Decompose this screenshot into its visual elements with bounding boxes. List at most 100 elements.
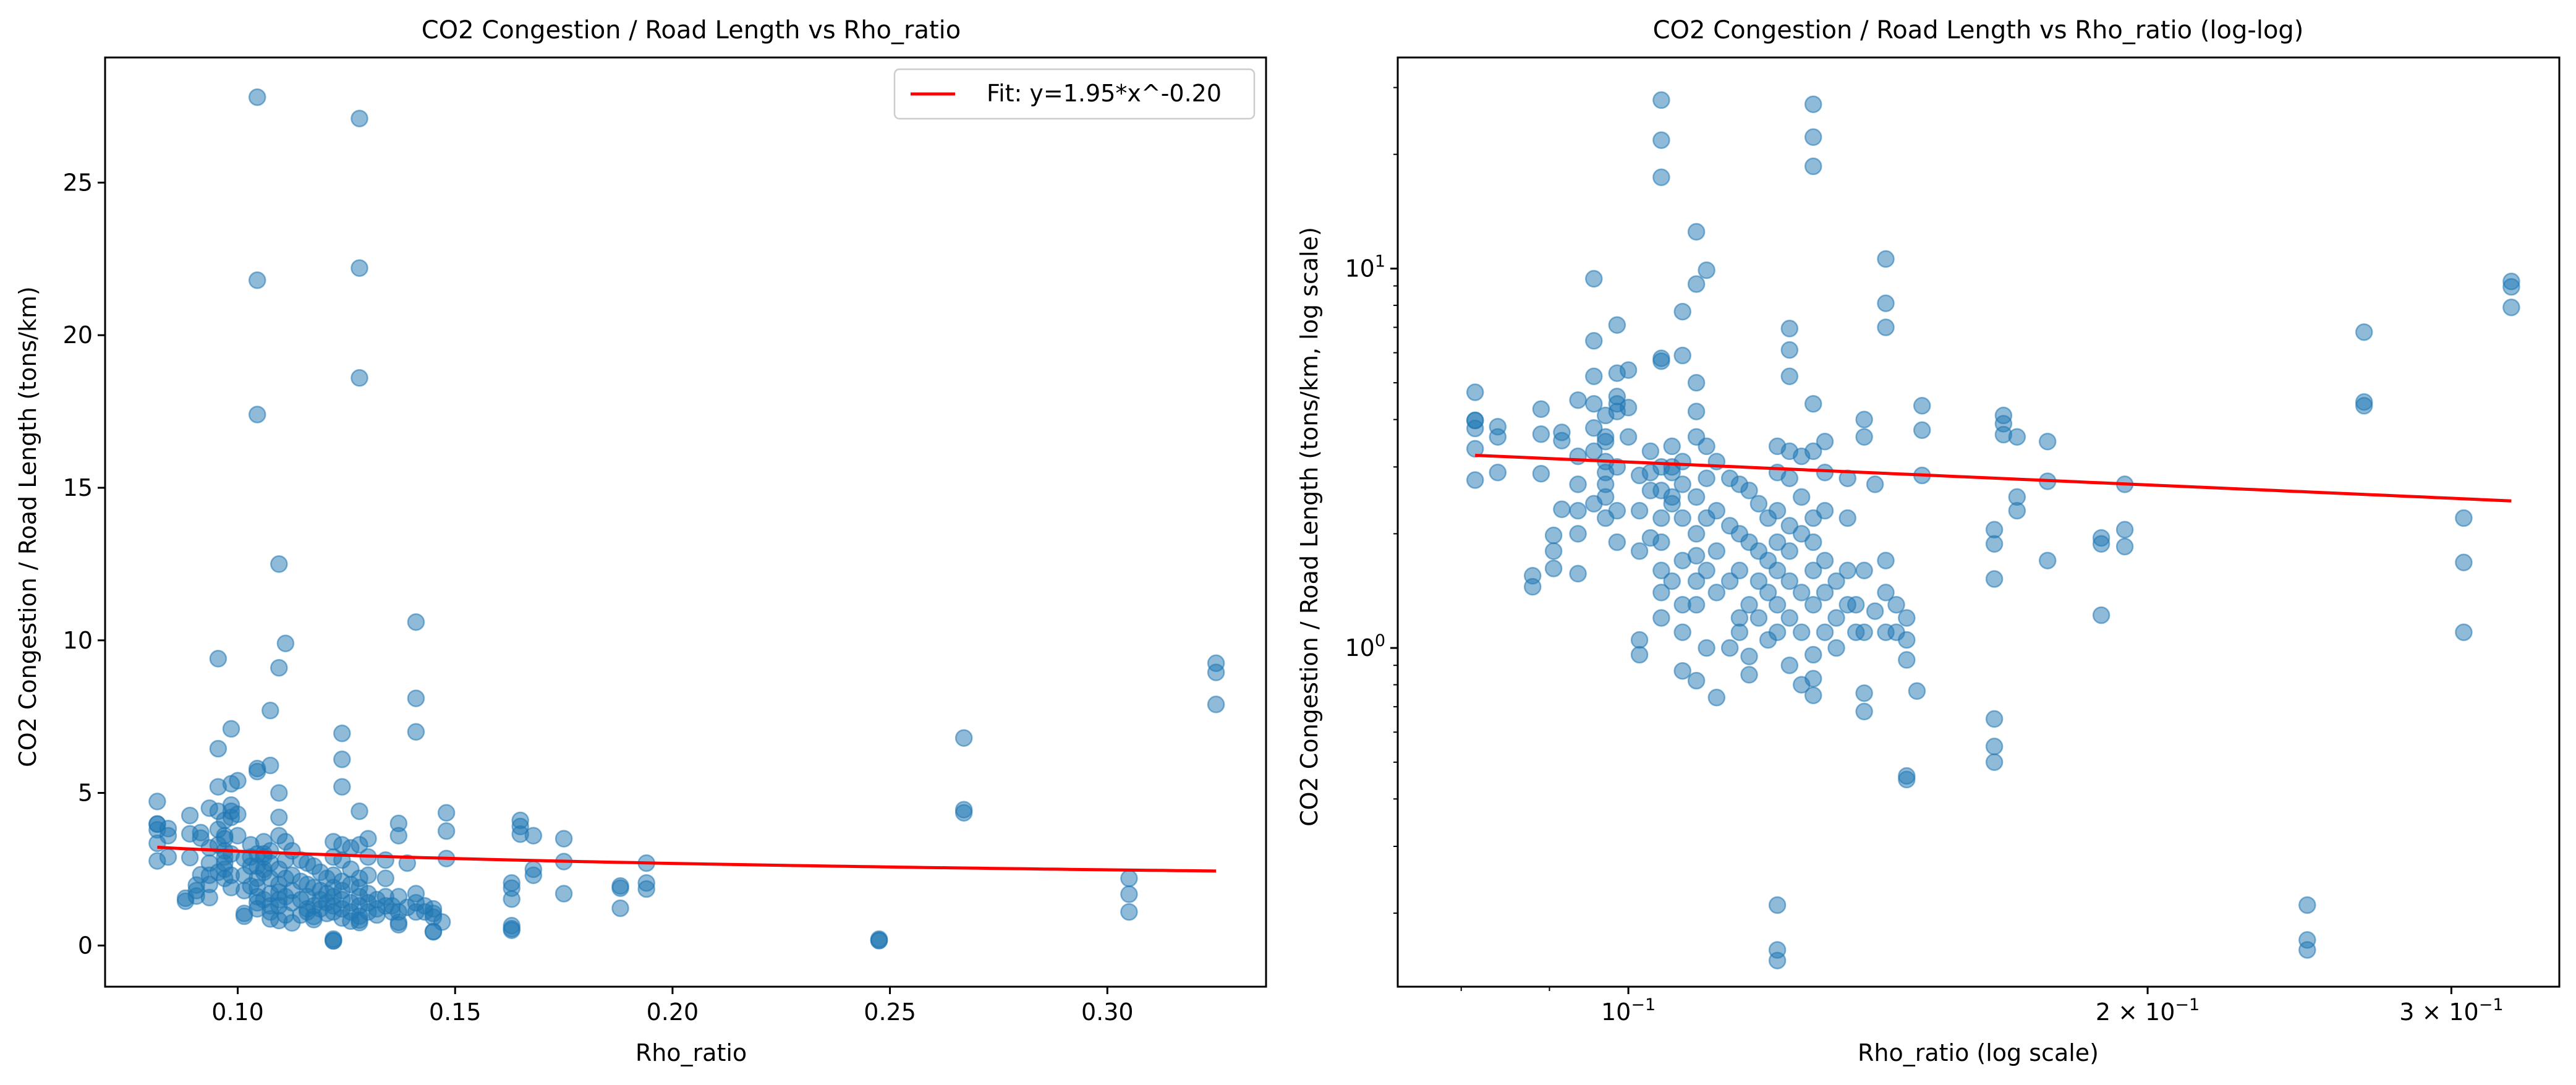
scatter-point: [2455, 553, 2473, 572]
x-tick-label: 3 × 10−1: [2399, 995, 2503, 1026]
scatter-point: [222, 720, 240, 738]
scatter-point: [276, 634, 295, 652]
scatter-point: [325, 932, 342, 950]
scatter-point: [1877, 250, 1895, 268]
scatter-point: [351, 259, 368, 277]
scatter-point: [1877, 551, 1895, 569]
scatter-point: [1544, 560, 1563, 577]
scatter-point: [1585, 367, 1603, 385]
scatter-point: [1652, 509, 1670, 527]
scatter-point: [1687, 525, 1706, 543]
y-tick-label: 100: [1345, 631, 1385, 662]
scatter-point: [611, 879, 629, 897]
scatter-point: [1780, 572, 1799, 590]
scatter-point: [1673, 475, 1691, 493]
scatter-point: [954, 804, 973, 822]
scatter-point: [1913, 421, 1931, 440]
scatter-point: [261, 702, 279, 720]
scatter-point: [1663, 572, 1681, 590]
scatter-point: [1707, 542, 1726, 560]
scatter-point: [1673, 302, 1691, 321]
scatter-point: [389, 827, 408, 845]
scatter-point: [159, 827, 177, 845]
x-tick-label: 0.15: [429, 998, 482, 1026]
y-tick-label: 20: [63, 321, 93, 349]
scatter-point: [209, 739, 227, 758]
scatter-point: [1585, 270, 1603, 288]
scatter-point: [200, 888, 219, 907]
scatter-point: [1673, 346, 1691, 365]
scatter-point: [235, 907, 253, 925]
scatter-point: [1630, 501, 1649, 520]
scatter-point: [359, 830, 377, 848]
scatter-point: [1698, 261, 1715, 279]
scatter-point: [1816, 464, 1834, 482]
scatter-point: [1985, 753, 2004, 772]
scatter-point: [1877, 294, 1895, 312]
scatter-point: [407, 723, 425, 741]
scatter-point: [192, 823, 210, 841]
scatter-point: [1804, 95, 1822, 113]
scatter-point: [524, 866, 543, 885]
scatter-point: [1569, 391, 1587, 409]
scatter-point: [1687, 223, 1706, 241]
scatter-point: [2008, 428, 2026, 446]
scatter-point: [1730, 623, 1749, 641]
scatter-point: [1985, 710, 2004, 728]
scatter-point: [1866, 475, 1884, 493]
scatter-point: [1663, 488, 1681, 506]
scatter-point: [1804, 686, 1822, 705]
scatter-point: [2298, 941, 2316, 959]
scatter-point: [1652, 131, 1670, 149]
scatter-point: [2092, 606, 2111, 624]
scatter-point: [1120, 885, 1138, 903]
scatter-point: [1608, 316, 1626, 334]
scatter-point: [1489, 464, 1507, 482]
scatter-point: [407, 689, 425, 707]
x-axis-label: Rho_ratio (log scale): [1858, 1039, 2099, 1066]
fit-line: [157, 845, 1217, 873]
scatter-point: [1544, 542, 1563, 560]
scatter-point: [1707, 689, 1726, 707]
scatter-point: [1816, 623, 1834, 641]
scatter-point: [1652, 352, 1670, 370]
scatter-point: [1740, 666, 1758, 684]
scatter-point: [1673, 509, 1691, 527]
scatter-point: [1687, 547, 1706, 565]
scatter-point: [1838, 561, 1856, 580]
scatter-point: [2298, 896, 2316, 914]
y-tick-label: 15: [63, 474, 93, 501]
scatter-point: [1730, 561, 1749, 580]
scatter-point: [1827, 609, 1845, 627]
scatter-point: [159, 848, 177, 866]
scatter-point: [1120, 869, 1138, 888]
scatter-point: [1207, 696, 1225, 713]
scatter-point: [351, 802, 368, 820]
scatter-point: [1630, 542, 1649, 560]
scatter-point: [1740, 647, 1758, 666]
scatter-point: [1569, 475, 1587, 493]
scatter-point: [1698, 437, 1715, 456]
scatter-point: [1816, 551, 1834, 569]
scatter-point: [1585, 419, 1603, 437]
scatter-point: [1687, 402, 1706, 420]
scatter-point: [389, 916, 408, 934]
scatter-point: [229, 827, 247, 845]
scatter-point: [248, 271, 266, 289]
scatter-point: [1687, 275, 1706, 293]
scatter-point: [1630, 631, 1649, 649]
scatter-point: [2355, 397, 2373, 415]
scatter-point: [1780, 609, 1799, 627]
scatter-point: [2008, 501, 2026, 520]
scatter-point: [1630, 645, 1649, 664]
scatter-point: [1619, 399, 1638, 417]
scatter-point: [351, 369, 368, 387]
y-tick-label: 10: [63, 627, 93, 654]
scatter-point: [1698, 469, 1715, 487]
scatter-point: [1838, 509, 1856, 527]
scatter-point: [1877, 584, 1895, 602]
scatter-point: [1768, 501, 1787, 520]
x-tick-label: 0.25: [864, 998, 916, 1026]
scatter-point: [1652, 609, 1670, 627]
